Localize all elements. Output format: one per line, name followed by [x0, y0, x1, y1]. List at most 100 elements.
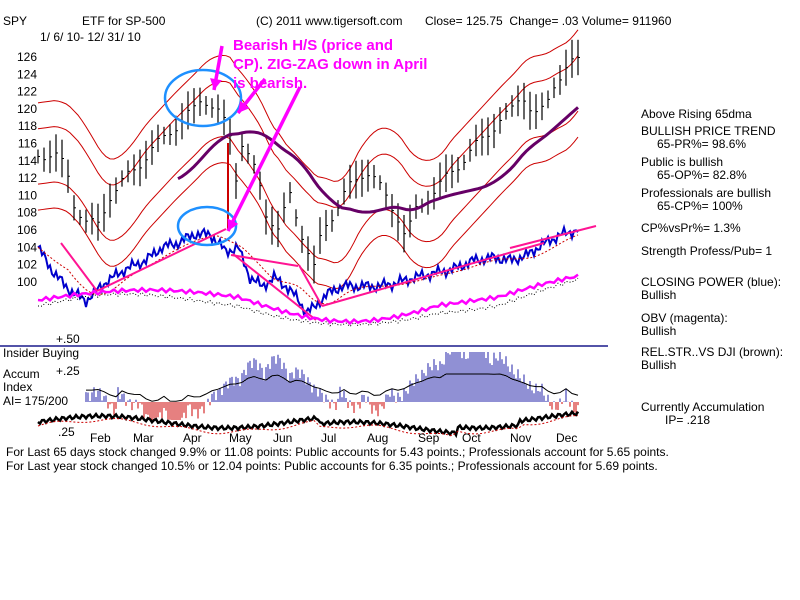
relstr-line: [37, 409, 580, 439]
accum-value: IP= .218: [665, 413, 711, 427]
y-tick-label: 126: [17, 50, 37, 64]
trendline: [60, 242, 98, 292]
sidebar-above-rising: Above Rising 65dma: [641, 107, 752, 121]
sidebar-public-title: Public is bullish: [641, 155, 724, 169]
level-top: +.50: [56, 332, 80, 346]
header-name: ETF for SP-500: [82, 14, 166, 28]
arrow-head: [210, 78, 222, 90]
annotation-line-3: is bearish.: [233, 75, 308, 92]
month-label: Apr: [183, 431, 202, 445]
sidebar-strength: Strength Profess/Pub= 1: [641, 244, 773, 258]
month-label: Oct: [462, 431, 481, 445]
accum-index-bars: [85, 352, 579, 420]
annotation-line-1: Bearish H/S (price and: [233, 37, 394, 54]
month-label: Feb: [90, 431, 111, 445]
sidebar-relstr-value: Bullish: [641, 358, 677, 372]
y-tick-label: 120: [17, 102, 37, 116]
relstr-ma-line: [37, 415, 579, 437]
y-tick-label: 100: [17, 275, 37, 289]
y-tick-label: 102: [17, 258, 37, 272]
trendline: [298, 264, 323, 307]
ma65-line: [177, 106, 579, 214]
insider-label: Insider Buying: [3, 346, 80, 360]
sidebar-obv-value: Bullish: [641, 324, 677, 338]
close-label: Close=: [425, 14, 463, 28]
y-tick-label: 114: [18, 154, 37, 168]
band-line-3: [37, 136, 579, 290]
accum-ma-line: [85, 373, 579, 402]
sidebar-accum-title: Currently Accumulation: [641, 400, 765, 414]
header-symbol: SPY: [3, 14, 28, 28]
y-tick-label: 124: [17, 67, 37, 81]
volume-label: Volume=: [581, 14, 629, 28]
y-tick-label: 104: [17, 240, 37, 254]
month-label: Aug: [367, 431, 388, 445]
trendline: [509, 225, 597, 249]
month-label: Jun: [273, 431, 292, 445]
trendline: [96, 228, 227, 292]
sidebar-pros-title: Professionals are bullish: [641, 186, 772, 200]
obv-ma-line: [37, 277, 579, 328]
change-label: Change=: [509, 14, 559, 28]
trendline: [232, 253, 317, 321]
y-tick-label: 112: [18, 171, 37, 185]
pros-value: 65-CP%= 100%: [657, 199, 743, 213]
trend-value: 65-PR%= 98.6%: [657, 137, 747, 151]
annotation-arrows: [210, 45, 302, 232]
sidebar-trend-title: BULLISH PRICE TREND: [641, 124, 776, 138]
change-value: .03: [561, 14, 579, 28]
volume-value: 911960: [632, 14, 672, 28]
header-copyright: (C) 2011 www.tigersoft.com: [256, 14, 403, 28]
price-bars: [37, 39, 580, 284]
month-label: May: [229, 431, 252, 445]
sidebar-obv-title: OBV (magenta):: [641, 311, 728, 325]
month-label: Mar: [133, 431, 154, 445]
trendline: [321, 242, 545, 307]
sidebar-cpvspr: CP%vsPr%= 1.3%: [641, 221, 741, 235]
month-label: Sep: [418, 431, 440, 445]
arrow-shaft: [226, 86, 302, 232]
header-close: Close= 125.75 Change= .03 Volume= 911960: [425, 14, 671, 28]
sidebar-public-value: 65-OP%= 82.8%: [641, 169, 747, 182]
arrow-head: [238, 100, 250, 113]
accum-label-2: Index: [3, 380, 33, 394]
month-label: Nov: [510, 431, 531, 445]
hs-cp-circle: [176, 205, 238, 247]
level-mid: +.25: [56, 364, 80, 378]
annotation-line-2: CP). ZIG-ZAG down in April: [233, 56, 428, 73]
annotation-text: Bearish H/S (price and CP). ZIG-ZAG down…: [233, 36, 427, 93]
sidebar-accum-value: IP= .218: [641, 414, 710, 427]
footer-line-1: For Last 65 days stock changed 9.9% or 1…: [6, 445, 669, 459]
trendline: [230, 254, 299, 267]
hs-price-circle: [163, 68, 243, 128]
ai-label: AI= 175/200: [3, 394, 69, 408]
level-low: .25: [58, 425, 75, 439]
month-label: Dec: [556, 431, 577, 445]
arrow-head: [227, 218, 239, 231]
y-tick-label: 116: [18, 137, 37, 151]
close-value: 125.75: [466, 14, 503, 28]
footer-line-2: For Last year stock changed 10.5% or 12.…: [6, 459, 658, 473]
sidebar-cp-value: Bullish: [641, 288, 677, 302]
closing-power-ma: [37, 234, 579, 305]
obv-line: [37, 273, 579, 326]
closing-power-line: [37, 223, 579, 318]
sidebar-pros-value: 65-CP%= 100%: [641, 200, 743, 213]
y-tick-label: 122: [17, 85, 37, 99]
accum-label-1: Accum: [3, 367, 40, 381]
y-tick-label: 118: [18, 119, 37, 133]
y-tick-label: 110: [18, 188, 37, 202]
public-value: 65-OP%= 82.8%: [657, 168, 747, 182]
date-range: 1/ 6/ 10- 12/ 31/ 10: [40, 30, 141, 44]
y-tick-label: 106: [17, 223, 37, 237]
sidebar-trend-value: 65-PR%= 98.6%: [641, 138, 746, 151]
band-line-2: [37, 29, 579, 182]
sidebar-cp-title: CLOSING POWER (blue):: [641, 275, 782, 289]
month-label: Jul: [321, 431, 336, 445]
y-tick-label: 108: [17, 206, 37, 220]
trendlines: [60, 143, 597, 321]
month-labels: Feb Mar Apr May Jun Jul Aug Sep Oct Nov Dec: [90, 431, 577, 445]
sidebar-relstr-title: REL.STR..VS DJI (brown):: [641, 345, 784, 359]
y-axis-labels: 100 102 104 106 108 110 112 114 116 118 120 122 124 1…: [17, 50, 37, 289]
